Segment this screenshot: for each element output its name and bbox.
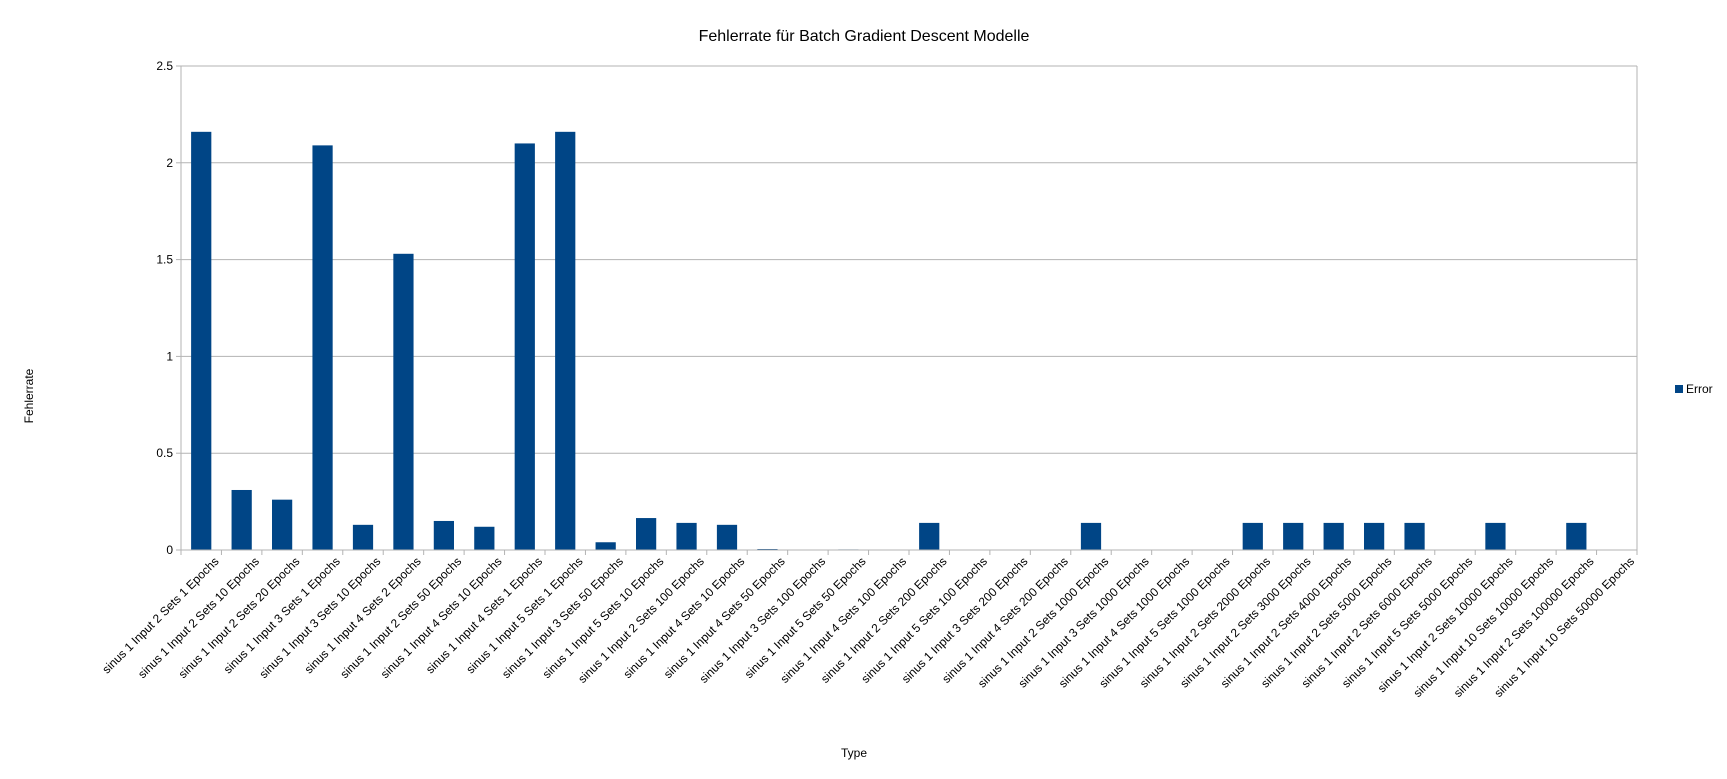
axes	[180, 66, 1638, 555]
bar	[636, 518, 657, 550]
x-axis-label: Type	[841, 746, 867, 760]
bar	[433, 520, 454, 550]
y-tick-label: 2.5	[156, 59, 173, 73]
y-tick-label: 2	[166, 156, 173, 170]
bar	[393, 253, 414, 551]
bar	[1283, 522, 1304, 550]
bar	[595, 542, 616, 550]
y-tick-label: 1	[166, 349, 173, 363]
y-tick-label: 0.5	[156, 446, 173, 460]
bar	[474, 526, 495, 550]
bar	[272, 499, 293, 550]
y-axis-label: Fehlerrate	[22, 368, 36, 423]
y-tick-label: 1.5	[156, 253, 173, 267]
bar	[555, 131, 576, 550]
bar	[919, 522, 940, 550]
bar	[231, 489, 252, 550]
bar	[1364, 522, 1385, 550]
bar	[191, 131, 212, 550]
bar	[352, 524, 374, 550]
bars	[191, 131, 1587, 551]
bar	[1485, 522, 1506, 550]
bar	[312, 145, 333, 550]
bar	[1242, 522, 1263, 550]
legend-swatch	[1675, 385, 1683, 393]
bar	[1080, 522, 1102, 550]
bar	[1404, 522, 1425, 550]
chart-title: Fehlerrate für Batch Gradient Descent Mo…	[699, 28, 1030, 45]
bar	[676, 522, 697, 550]
bar	[1323, 522, 1344, 550]
gridlines	[176, 65, 1637, 551]
bar	[716, 524, 738, 550]
y-tick-labels: 0 0.5 1 1.5 2 2.5	[156, 59, 173, 557]
bar	[1566, 522, 1587, 550]
legend: Error	[1675, 382, 1713, 396]
y-tick-label: 0	[166, 543, 173, 557]
legend-label: Error	[1686, 382, 1713, 396]
bar	[514, 143, 535, 550]
